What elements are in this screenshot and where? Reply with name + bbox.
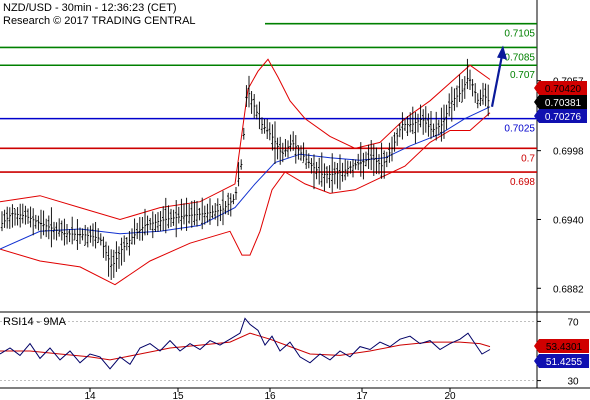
level-label: 0.7085 [504, 52, 535, 63]
x-tick-label: 20 [444, 391, 456, 400]
forecast-arrowhead [497, 45, 507, 60]
x-tick-label: 15 [172, 391, 184, 400]
chart-title: NZD/USD - 30min - 12:36:23 (CET) [3, 2, 177, 14]
bollinger-upper-line [0, 58, 491, 221]
rsi-badge-red [539, 339, 589, 353]
price-badge-red [539, 81, 587, 95]
level-label: 0.7 [521, 153, 535, 164]
forecast-arrow-shaft [490, 55, 504, 107]
price-badge-label: 0.70381 [545, 98, 582, 109]
chart-subtitle: Research © 2017 TRADING CENTRAL [3, 15, 196, 27]
rsi-badge-blue [539, 354, 589, 368]
main-price-panel: 0.68820.69400.69980.70570.71050.70850.70… [0, 0, 590, 388]
rsi-panel: 14 15 16 17 20 70 30 53.4301 51.4255 [0, 317, 590, 400]
rsi-badge-pointer [534, 354, 539, 368]
price-badge-label: 0.70420 [545, 84, 582, 95]
level-label: 0.7105 [504, 29, 535, 40]
price-badge-blue [539, 109, 587, 123]
rsi-badge-label: 51.4255 [546, 357, 583, 368]
y-tick-label: 0.6998 [553, 147, 584, 158]
price-badge-label: 0.70276 [545, 112, 582, 123]
price-badge-dark [539, 95, 587, 109]
x-tick-label: 16 [264, 391, 276, 400]
price-badge-pointer [534, 109, 539, 123]
level-label: 0.698 [510, 177, 535, 188]
rsi-y-tick-label: 70 [567, 317, 579, 328]
bollinger-lower-line [0, 112, 491, 286]
y-tick-label: 0.6940 [553, 215, 584, 226]
rsi-title: RSI14 - 9MA [3, 316, 66, 328]
rsi-badge-pointer [534, 339, 539, 353]
x-tick-label: 17 [356, 391, 368, 400]
x-tick-label: 14 [84, 391, 96, 400]
rsi-line [0, 317, 491, 370]
level-label: 0.7025 [504, 124, 535, 135]
y-tick-label: 0.6882 [553, 284, 584, 295]
rsi-y-tick-label: 30 [567, 377, 579, 388]
rsi-badge-label: 53.4301 [546, 342, 583, 353]
price-badge-pointer [534, 95, 539, 109]
level-label: 0.707 [510, 70, 535, 81]
price-badge-pointer [534, 81, 539, 95]
